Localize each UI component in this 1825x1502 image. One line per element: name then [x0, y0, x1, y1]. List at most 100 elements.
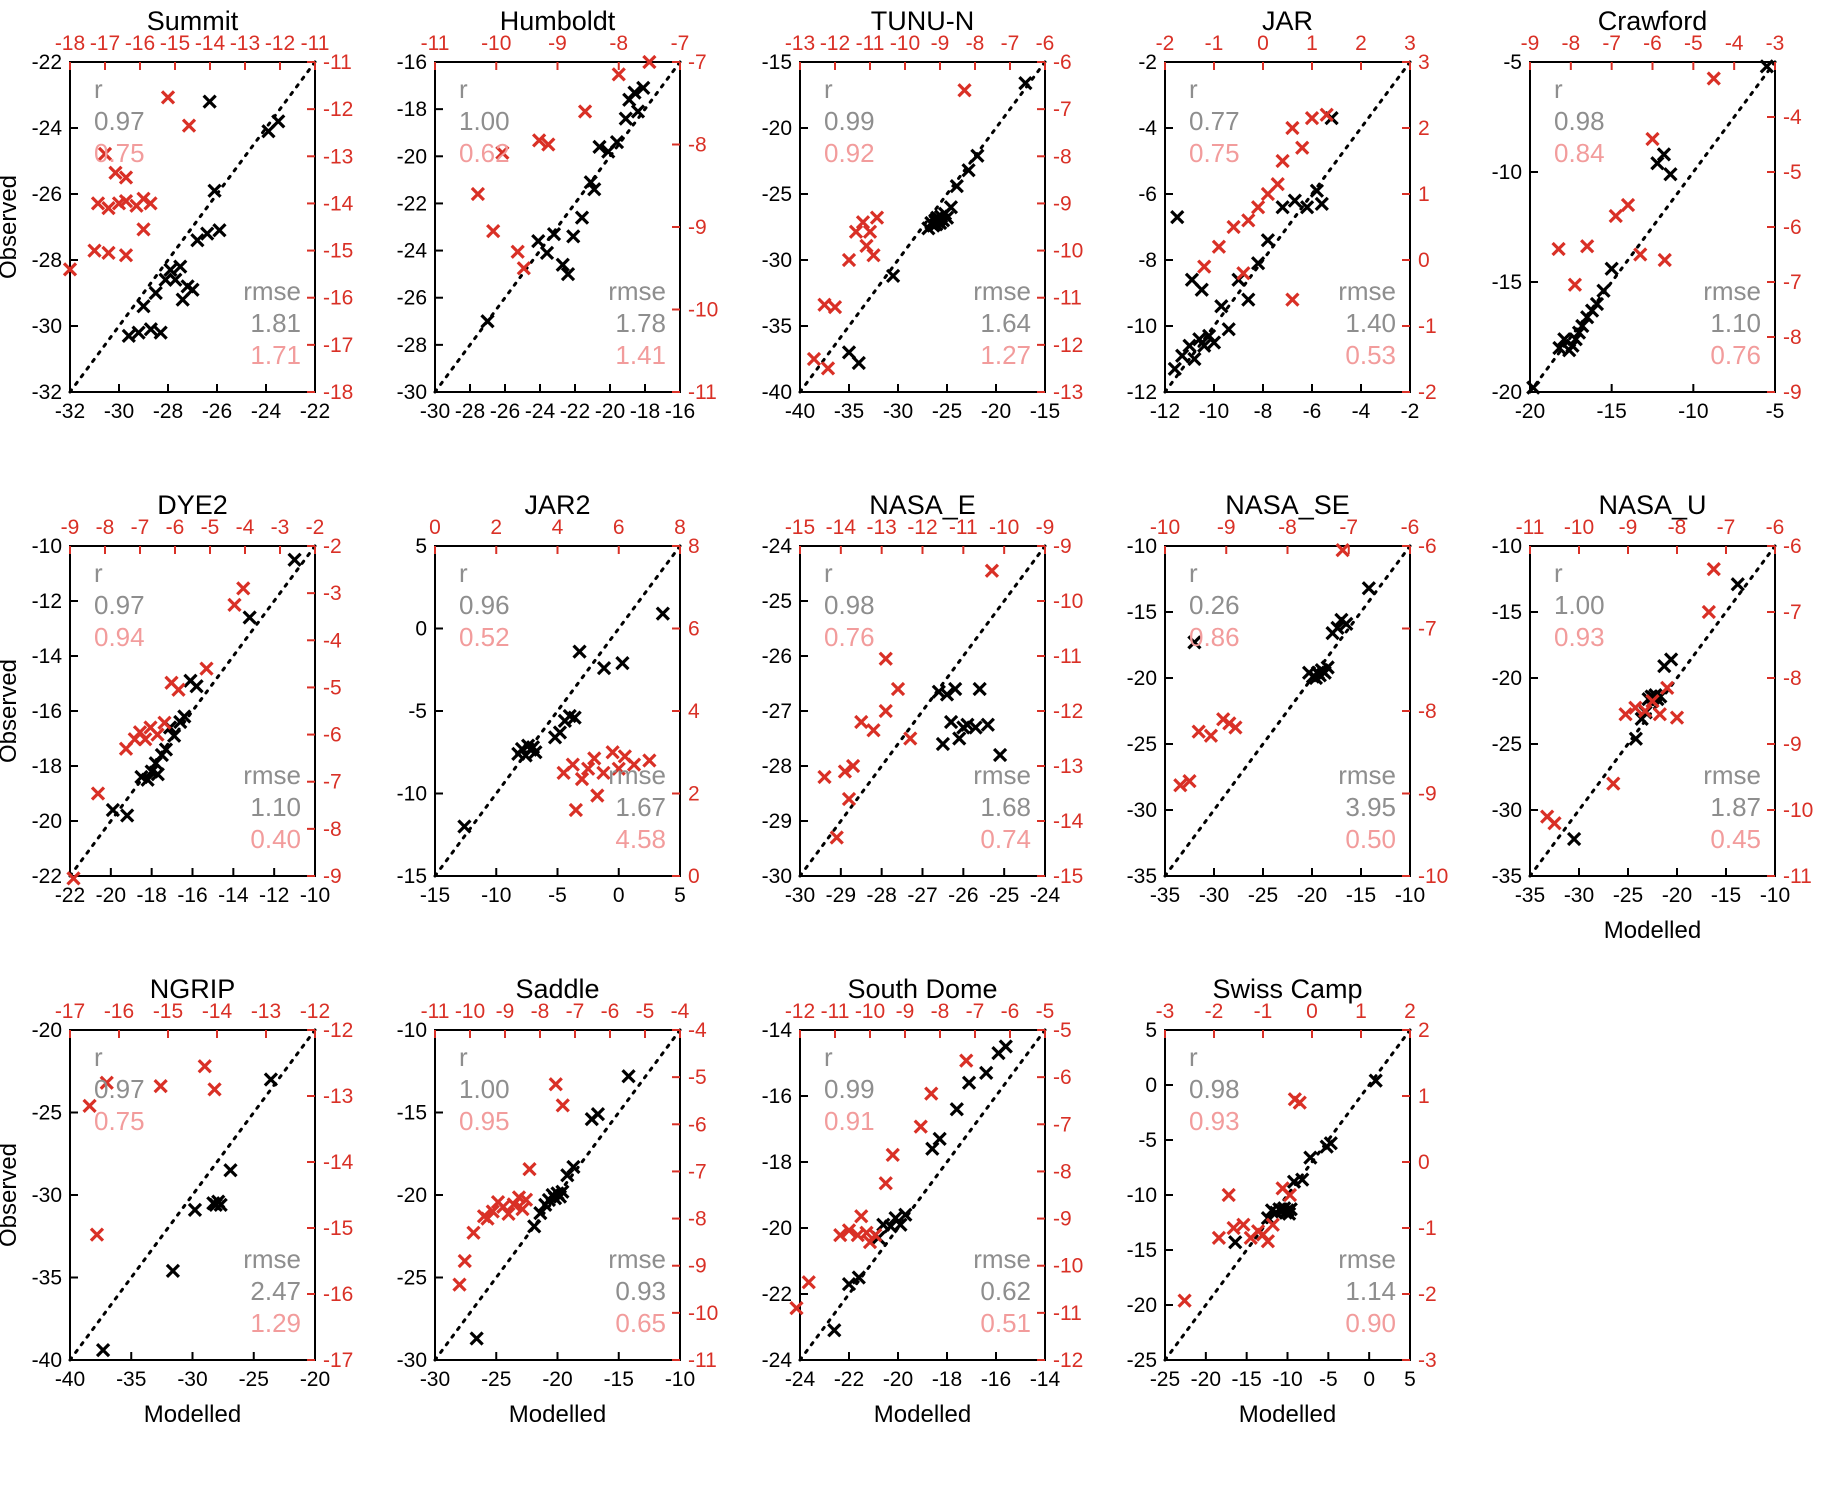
data-point-red	[590, 788, 605, 803]
y-tick-label-black: -15	[397, 1102, 427, 1125]
y-tick-label-black: -5	[1503, 51, 1522, 74]
y-tick-label-black: -26	[397, 287, 427, 310]
y-tick-label-black: -14	[32, 645, 63, 668]
data-point-red	[101, 245, 116, 261]
data-point-black	[202, 94, 217, 109]
y-tick-label-black: -22	[397, 192, 427, 215]
y-tick-label-red: -12	[323, 1019, 353, 1042]
y-tick-label-red: -8	[1418, 700, 1437, 723]
data-point-black	[1566, 831, 1582, 847]
data-point-red	[1197, 259, 1212, 274]
data-point-black	[1295, 1172, 1310, 1187]
data-point-black	[163, 262, 178, 278]
y-tick-label-black: -35	[762, 315, 792, 338]
data-point-red	[820, 361, 836, 376]
x-tick-label-black: -6	[1303, 400, 1322, 423]
y-tick-label-red: -5	[1053, 1019, 1072, 1042]
data-point-black	[173, 259, 188, 274]
rmse-value-red: 0.50	[1345, 824, 1396, 854]
x-tick-label-red: -1	[1254, 1000, 1273, 1023]
data-point-red	[1241, 213, 1256, 228]
x-tick-label-black: -20	[1515, 400, 1545, 423]
y-tick-label-red: -6	[1783, 535, 1802, 558]
x-tick-label-black: 5	[1404, 1368, 1416, 1391]
r-value-red: 0.91	[824, 1106, 875, 1136]
data-point-red	[452, 1277, 467, 1292]
y-tick-label-red: -6	[688, 1113, 707, 1136]
data-point-black	[949, 1102, 964, 1117]
y-tick-label-black: -24	[397, 240, 428, 263]
data-point-black	[566, 1159, 581, 1175]
x-tick-label-red: -2	[1156, 32, 1175, 55]
y-tick-label-black: -10	[1492, 535, 1522, 558]
y-tick-label-black: -32	[32, 381, 62, 404]
y-tick-label-red: -9	[1053, 1208, 1072, 1231]
x-tick-label-black: 0	[1363, 1368, 1375, 1391]
y-tick-label-red: -8	[1053, 145, 1072, 168]
data-point-black	[1175, 348, 1190, 363]
x-tick-label-red: -9	[1619, 516, 1638, 539]
y-tick-label-red: -12	[1053, 700, 1083, 723]
data-point-red	[903, 731, 918, 746]
data-point-black	[527, 1219, 542, 1234]
data-point-red	[1182, 773, 1197, 789]
y-tick-label-red: -9	[1053, 535, 1072, 558]
panel-jar2: JAR2 -15 -10 -5 0 5 -15 -10 -5 0 5 0 2 4 6 8 0 2 4 6 8 r 0.96 0…	[365, 488, 730, 958]
data-point-red	[1191, 724, 1206, 739]
data-point-black	[140, 772, 155, 787]
y-tick-label-red: -11	[688, 1349, 717, 1372]
data-point-red	[510, 244, 525, 259]
data-point-red	[841, 252, 857, 268]
data-point-black	[1283, 1202, 1298, 1217]
r-value-red: 0.95	[459, 1106, 510, 1136]
data-point-red	[577, 104, 593, 119]
y-tick-label-red: -13	[323, 145, 353, 168]
data-point-red	[118, 193, 134, 209]
data-point-black	[1596, 283, 1611, 298]
data-point-red	[1265, 1217, 1280, 1232]
data-point-red	[605, 745, 620, 760]
data-point-red	[1285, 120, 1300, 136]
y-tick-label-red: -8	[1783, 326, 1802, 349]
panel-ngrip: NGRIP -40 -35 -30 -25 -20 -40 -35 -30 -25 -20 -17 -1…	[0, 972, 365, 1442]
x-tick-label-black: -5	[548, 884, 567, 907]
x-tick-label-red: 4	[552, 516, 564, 539]
data-point-red	[486, 223, 501, 239]
x-tick-label-black: -15	[1346, 884, 1376, 907]
data-point-red	[1177, 1293, 1192, 1308]
x-tick-label-red: -12	[785, 1000, 815, 1023]
data-point-black	[939, 687, 955, 702]
data-point-black	[1314, 196, 1329, 212]
data-point-red	[1226, 1220, 1241, 1236]
data-point-black	[1526, 380, 1541, 395]
x-tick-label-black: -30	[1199, 884, 1229, 907]
data-point-black	[95, 1342, 111, 1358]
data-point-black	[1628, 731, 1643, 746]
panel-crawford: Crawford -20 -15 -10 -5 -20 -15 -10 -5 -9 -8 -7 -6 -5…	[1460, 4, 1825, 474]
x-tick-label-black: -25	[239, 1368, 269, 1391]
x-tick-label-red: -7	[1339, 516, 1358, 539]
panel-jar: JAR -12 -10 -8 -6 -4 -2 -12 -10 -8 -6 -4 -2 -2 -1 0 1 2 3-…	[1095, 4, 1460, 474]
data-point-black	[943, 200, 959, 215]
data-point-red	[470, 186, 486, 202]
data-point-black	[1309, 183, 1325, 198]
y-tick-label-red: -10	[1053, 590, 1083, 613]
x-tick-label-red: -10	[890, 32, 920, 55]
x-tick-label-red: -11	[421, 1000, 450, 1023]
x-tick-label-red: 6	[613, 516, 625, 539]
x-tick-label-black: -15	[1596, 400, 1626, 423]
data-point-red	[207, 1082, 222, 1097]
data-point-red	[1287, 1092, 1302, 1107]
y-tick-label-black: -15	[1127, 601, 1157, 624]
y-tick-label-black: -30	[397, 381, 427, 404]
y-tick-label-red: -10	[1053, 1255, 1083, 1278]
y-tick-label-red: -7	[688, 51, 707, 74]
x-tick-label-red: -17	[90, 32, 120, 55]
y-tick-label-black: -25	[1127, 1349, 1157, 1372]
x-tick-label-red: -9	[931, 32, 950, 55]
r-value-black: 0.98	[1554, 106, 1605, 136]
data-point-red	[1222, 716, 1237, 731]
data-point-red	[1304, 110, 1320, 126]
x-tick-label-red: -16	[104, 1000, 134, 1023]
y-tick-label-red: -8	[323, 818, 342, 841]
